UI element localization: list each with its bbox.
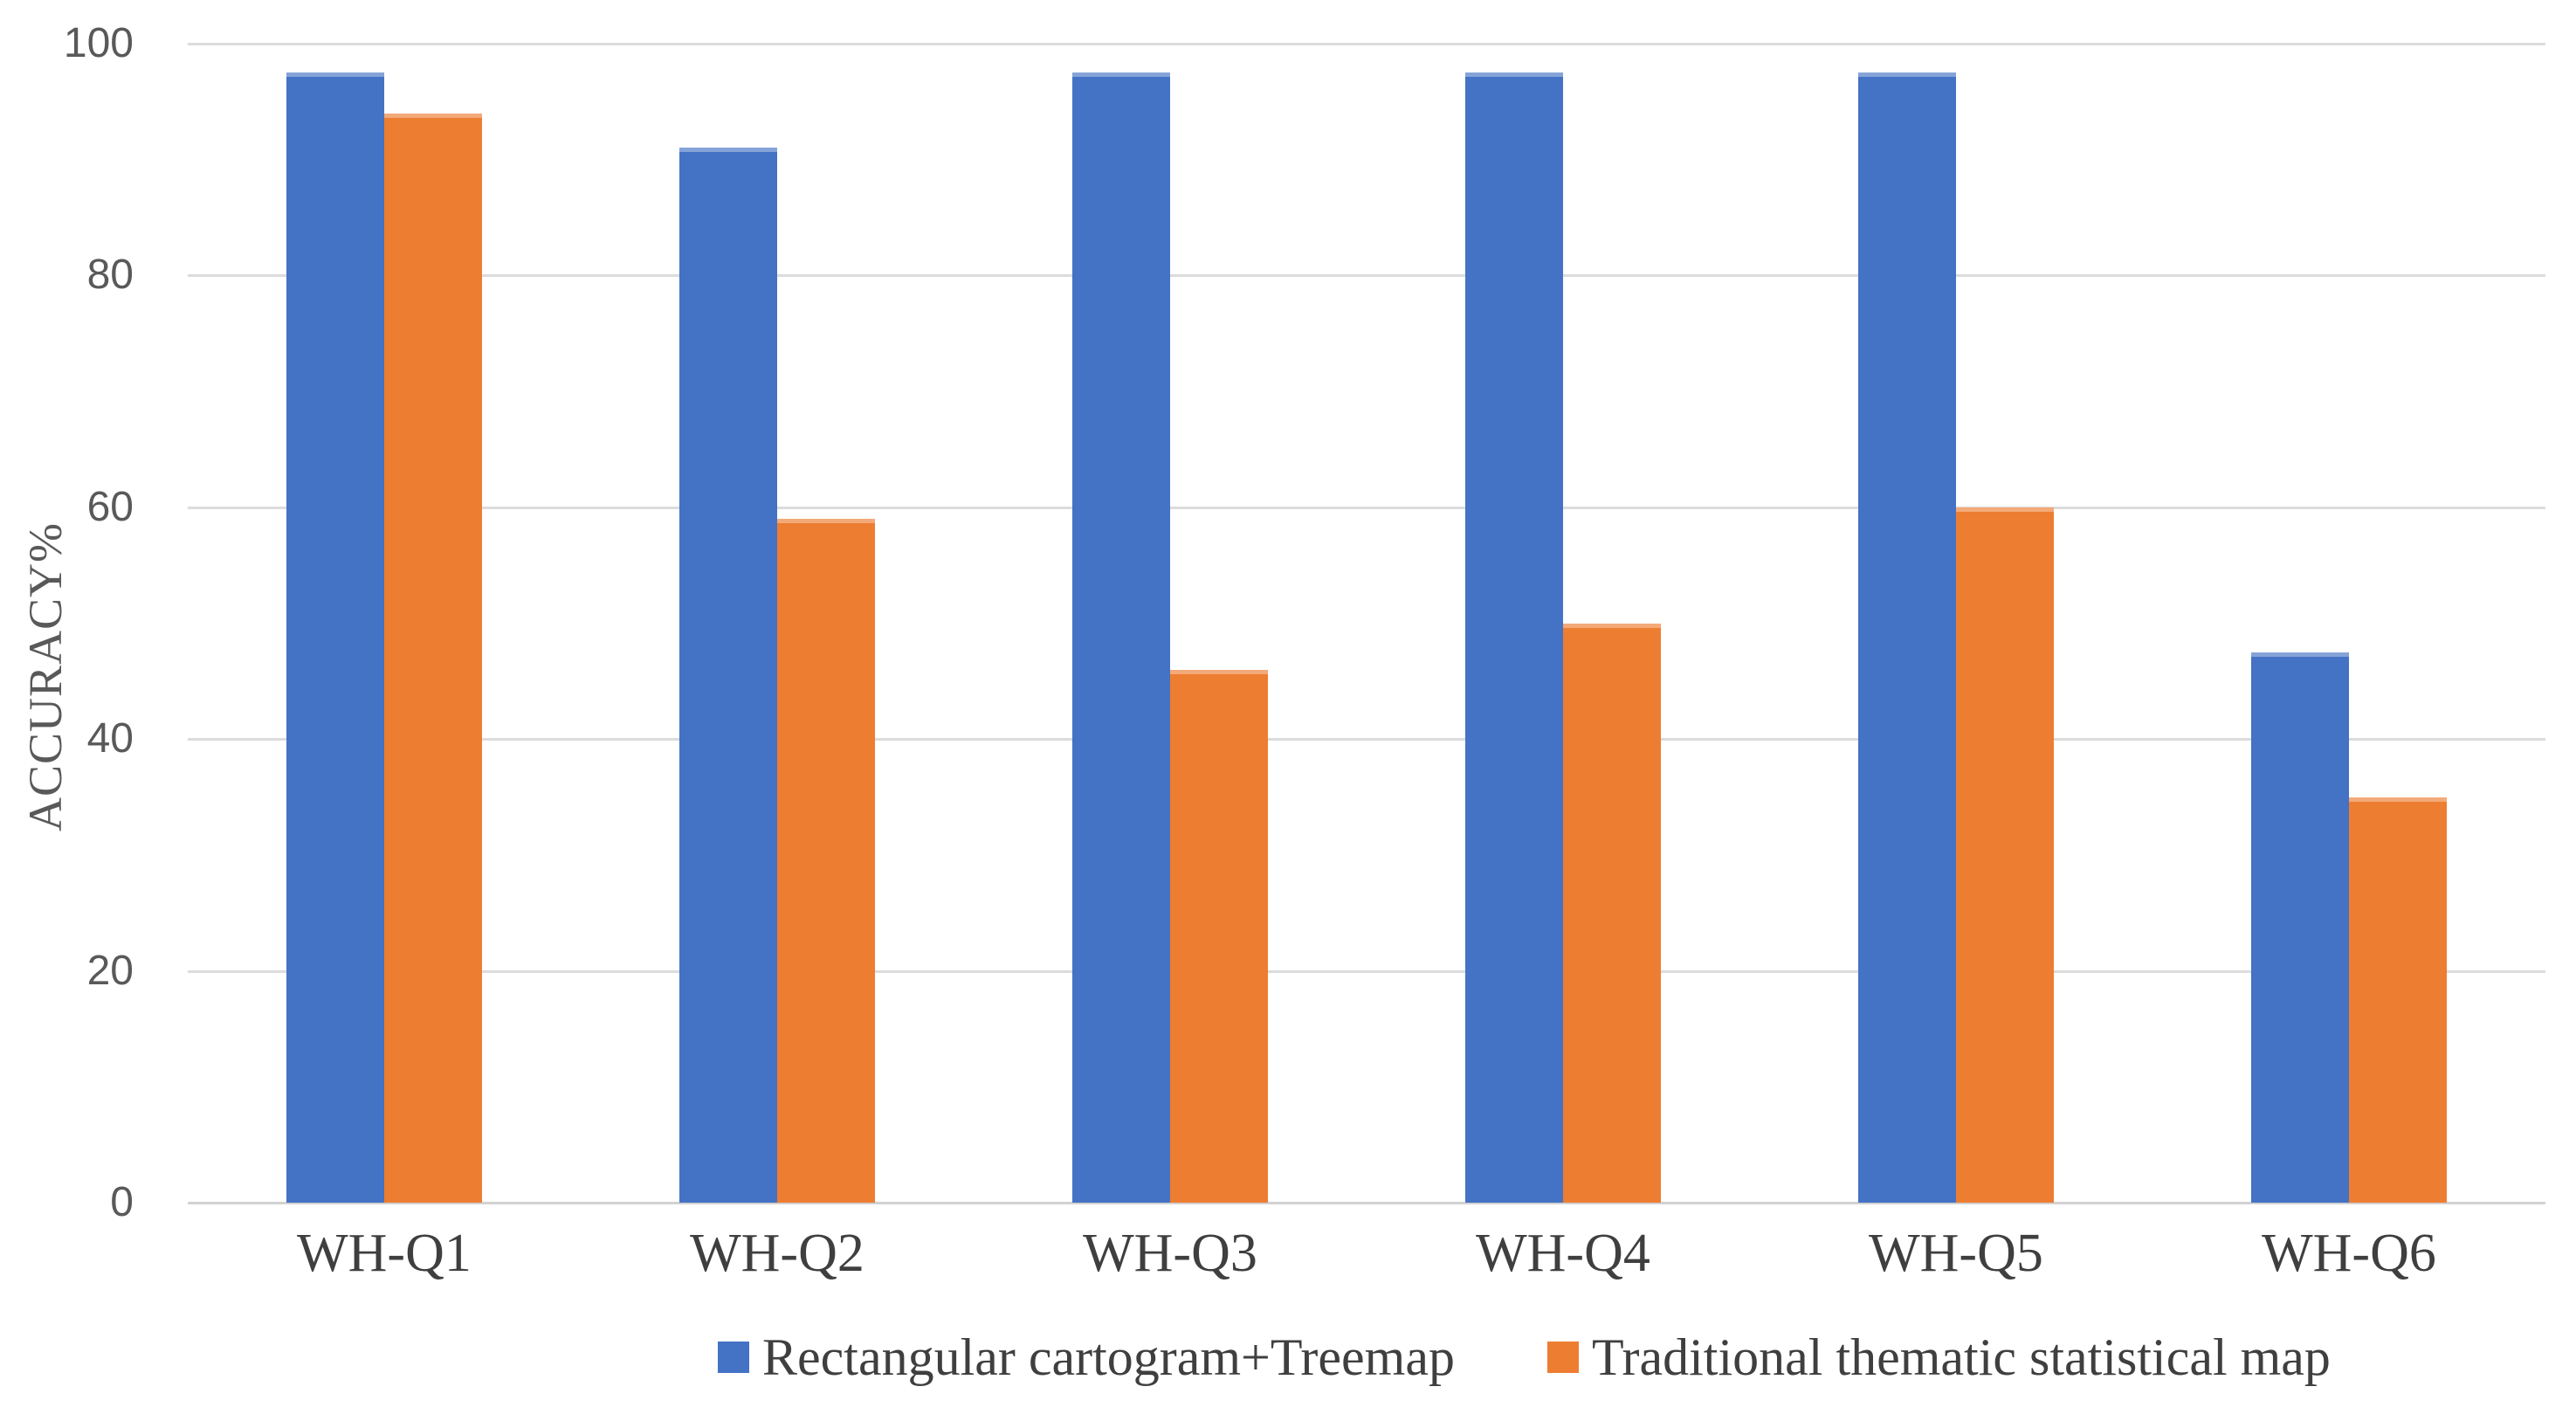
bar-wh-q1-series-2	[384, 113, 482, 1203]
bar-wh-q3-series-1	[1072, 72, 1170, 1203]
x-axis-label-wh-q6: WH-Q6	[2262, 1224, 2436, 1283]
bar-group-wh-q3	[974, 44, 1367, 1203]
bar-group-wh-q6	[2152, 44, 2545, 1203]
y-axis-title: ACCURACY%	[19, 521, 72, 832]
bar-wh-q3-series-2	[1170, 669, 1268, 1203]
gridline-100	[188, 43, 2545, 45]
y-tick-label-80: 80	[86, 252, 134, 299]
bar-group-wh-q1	[188, 44, 581, 1203]
y-tick-label-0: 0	[110, 1179, 134, 1225]
bar-wh-q5-series-2	[1956, 507, 2054, 1203]
bar-wh-q6-series-2	[2349, 797, 2447, 1203]
bar-group-wh-q5	[1760, 44, 2152, 1203]
x-axis-label-wh-q1: WH-Q1	[297, 1224, 472, 1283]
bar-wh-q4-series-1	[1465, 72, 1563, 1203]
legend-label-series-2: Traditional thematic statistical map	[1591, 1328, 2331, 1386]
bar-wh-q4-series-2	[1563, 623, 1661, 1203]
gridline-40	[188, 738, 2545, 742]
legend-swatch-series-1	[718, 1342, 749, 1373]
bar-wh-q2-series-1	[679, 148, 777, 1203]
x-axis-label-wh-q4: WH-Q4	[1476, 1224, 1650, 1283]
y-tick-label-60: 60	[86, 483, 134, 530]
gridline-60	[188, 506, 2545, 509]
gridline-0	[188, 1202, 2545, 1204]
bar-wh-q6-series-1	[2251, 652, 2349, 1203]
legend-item: Rectangular cartogram+Treemap	[718, 1331, 1455, 1383]
y-tick-label-20: 20	[86, 947, 134, 994]
bar-group-wh-q4	[1367, 44, 1760, 1203]
bar-wh-q5-series-1	[1858, 72, 1956, 1203]
legend: Rectangular cartogram+Treemap Traditiona…	[718, 1331, 2331, 1383]
legend-label-series-1: Rectangular cartogram+Treemap	[762, 1328, 1455, 1386]
bar-wh-q1-series-1	[286, 72, 384, 1203]
y-tick-label-40: 40	[86, 715, 134, 762]
legend-item: Traditional thematic statistical map	[1546, 1328, 2331, 1386]
gridline-20	[188, 969, 2545, 973]
x-axis-label-wh-q3: WH-Q3	[1083, 1224, 1257, 1283]
plot-area: 0 20 40 60 80 100	[64, 23, 2545, 1224]
gridline-80	[188, 274, 2545, 278]
bar-wh-q2-series-2	[777, 519, 875, 1203]
bar-group-wh-q2	[581, 44, 974, 1203]
y-tick-label-100: 100	[63, 20, 134, 66]
legend-swatch-series-2	[1546, 1342, 1579, 1373]
x-axis-label-wh-q5: WH-Q5	[1869, 1224, 2043, 1283]
x-axis-label-wh-q2: WH-Q2	[690, 1224, 864, 1283]
